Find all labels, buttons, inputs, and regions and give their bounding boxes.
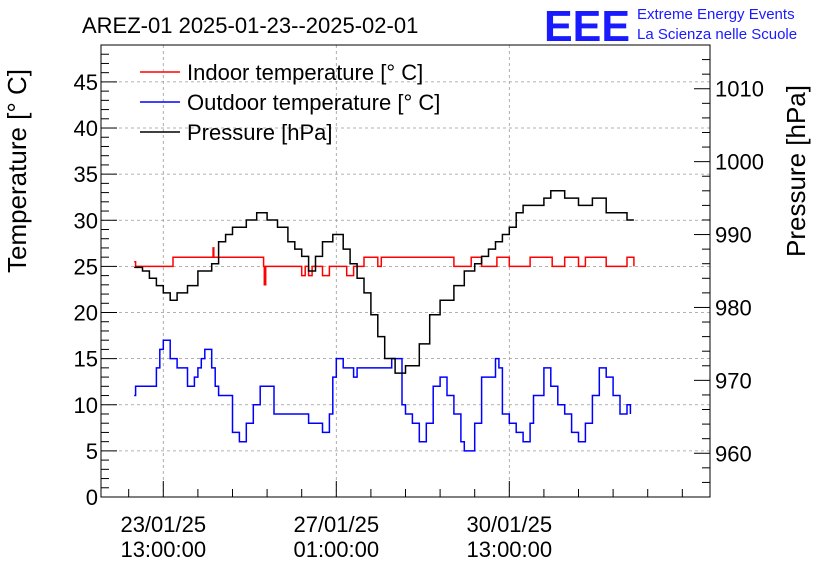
y-tick-label: 45 <box>74 70 98 95</box>
y-axis-right: 960 970 980 990 1000 1010 <box>694 59 764 483</box>
logo-line2: La Scienza nelle Scuole <box>637 26 797 43</box>
x-axis: 23/01/2513:00:0027/01/2501:00:0030/01/25… <box>120 481 683 562</box>
logo-line1: Extreme Energy Events <box>637 6 795 23</box>
y-tick-label: 30 <box>74 208 98 233</box>
y2-tick-label: 980 <box>715 295 752 320</box>
y2-tick-label: 960 <box>715 441 752 466</box>
legend-label-0: Indoor temperature [° C] <box>187 60 423 85</box>
logo: EEE Extreme Energy Events La Scienza nel… <box>544 2 797 51</box>
y-tick-label: 25 <box>74 254 98 279</box>
series-group <box>134 190 635 452</box>
y2-axis-label: Pressure [hPa] <box>781 85 811 257</box>
logo-mark: EEE <box>544 2 630 51</box>
y2-tick-label: 1000 <box>715 150 764 175</box>
legend: Indoor temperature [° C] Outdoor temperat… <box>140 60 440 145</box>
y-tick-label: 20 <box>74 301 98 326</box>
x-tick-label-date: 27/01/25 <box>293 512 379 537</box>
y-axis-left: 0 5 10 15 20 25 30 35 40 45 <box>74 53 117 510</box>
y-tick-label: 10 <box>74 393 98 418</box>
y-tick-label: 35 <box>74 162 98 187</box>
x-tick-label-time: 13:00:00 <box>120 537 206 562</box>
legend-label-1: Outdoor temperature [° C] <box>187 90 440 115</box>
y2-tick-label: 1010 <box>715 77 764 102</box>
x-tick-label-date: 30/01/25 <box>466 512 552 537</box>
y-tick-label: 15 <box>74 347 98 372</box>
chart-title: AREZ-01 2025-01-23--2025-02-01 <box>82 13 418 38</box>
legend-label-2: Pressure [hPa] <box>187 120 333 145</box>
y2-tick-label: 970 <box>715 368 752 393</box>
y-tick-label: 0 <box>86 485 98 510</box>
series-line-1 <box>134 339 632 452</box>
x-tick-label-time: 01:00:00 <box>293 537 379 562</box>
y-tick-label: 40 <box>74 116 98 141</box>
y-axis-label: Temperature [° C] <box>2 69 32 273</box>
x-tick-label-time: 13:00:00 <box>466 537 552 562</box>
y-tick-label: 5 <box>86 439 98 464</box>
series-line-0 <box>134 247 635 286</box>
y2-tick-label: 990 <box>715 223 752 248</box>
series-line-2 <box>134 190 634 374</box>
x-tick-label-date: 23/01/25 <box>120 512 206 537</box>
